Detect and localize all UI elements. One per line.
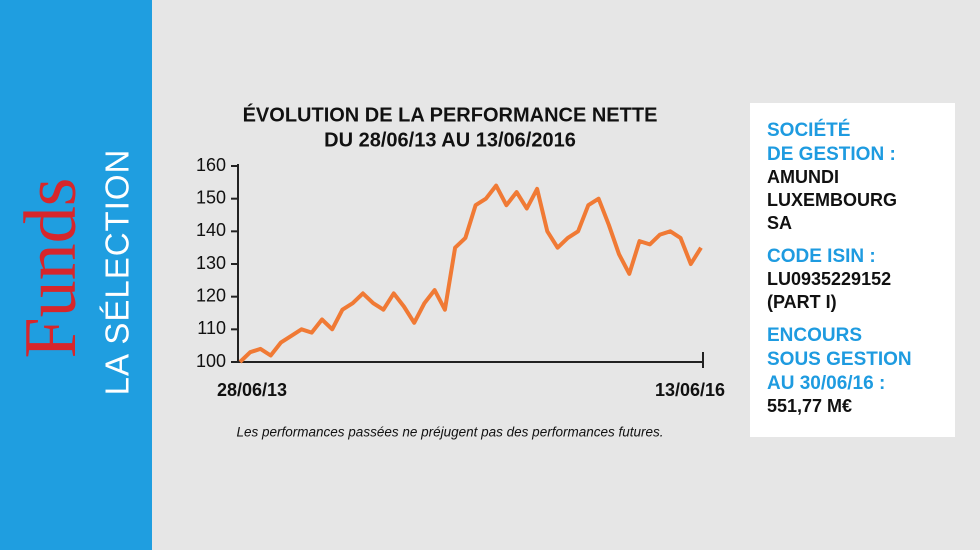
info-value: 551,77 M€ — [767, 396, 852, 416]
y-tick-label: 140 — [196, 220, 226, 240]
y-tick-label: 160 — [196, 155, 226, 175]
performance-line — [238, 183, 703, 364]
info-label: ENCOURS — [767, 325, 862, 346]
info-label: AU 30/06/16 : — [767, 373, 885, 394]
info-value: (PART I) — [767, 292, 837, 312]
y-tick-label: 130 — [196, 253, 226, 273]
info-label: SOCIÉTÉ — [767, 119, 850, 141]
x-tick-label: 13/06/16 — [655, 380, 725, 400]
info-value: LU0935229152 — [767, 269, 891, 289]
y-tick-label: 120 — [196, 285, 226, 305]
info-box — [750, 103, 955, 437]
info-value: AMUNDI — [767, 167, 839, 187]
info-value: LUXEMBOURG — [767, 190, 897, 210]
chart-title: ÉVOLUTION DE LA PERFORMANCE NETTE — [243, 103, 658, 126]
info-list: SOCIÉTÉ DE GESTION :AMUNDI LUXEMBOURG SA COD… — [767, 119, 912, 416]
sidebar — [0, 0, 152, 550]
chart-subtitle: DU 28/06/13 AU 13/06/2016 — [324, 129, 576, 151]
footnote: Les performances passées ne préjugent pa… — [237, 425, 664, 440]
x-tick-label: 28/06/13 — [217, 380, 287, 400]
y-tick-label: 100 — [196, 351, 226, 371]
y-tick-label: 150 — [196, 187, 226, 207]
info-label: DE GESTION : — [767, 144, 896, 165]
info-value: SA — [767, 213, 792, 233]
plot: 100 110 120 130 140 150 160 28/06/13 13/06/16 — [196, 155, 725, 400]
section: LA SÉLECTION — [99, 149, 136, 396]
info-label: CODE ISIN : — [767, 246, 876, 267]
y-tick-label: 110 — [197, 318, 226, 338]
info-label: SOUS GESTION — [767, 349, 912, 370]
brand: Funds — [10, 178, 92, 359]
